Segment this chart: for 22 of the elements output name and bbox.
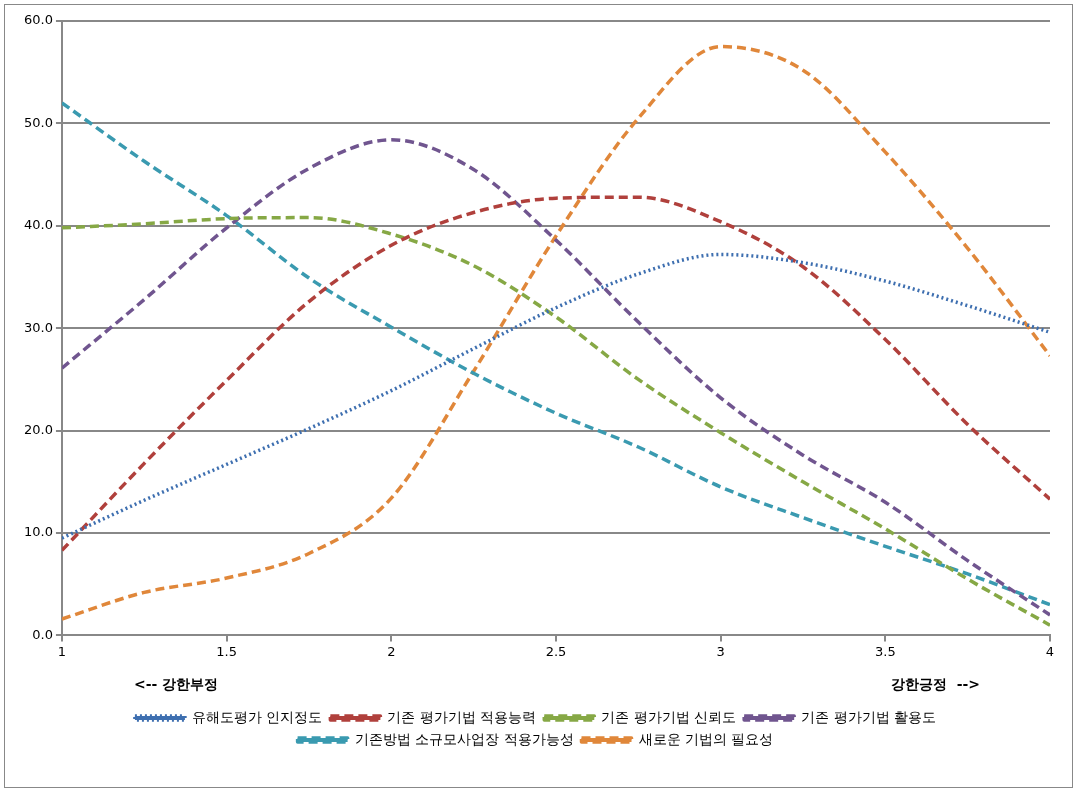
text: 강한긍정 --> [890, 676, 980, 693]
x-tick-label: 1.5 [216, 643, 237, 659]
legend-label: 기존 평가기법 신뢰도 [601, 708, 737, 725]
y-tick-label: 60.0 [23, 12, 53, 28]
y-tick-label: 0.0 [32, 626, 53, 642]
x-tick-label: 2.5 [545, 643, 567, 659]
legend-label: 새로운 기법의 필요성 [638, 730, 774, 747]
x-tick-label: 4 [1045, 643, 1055, 659]
y-tick-label: 40.0 [23, 217, 53, 233]
legend-label: 기존방법 소규모사업장 적용가능성 [354, 730, 574, 747]
y-tick-label: 30.0 [23, 319, 53, 335]
legend-label: 기존 평가기법 적용능력 [387, 708, 537, 725]
x-tick-label: 1 [57, 643, 67, 659]
legend-label: 유해도평가 인지정도 [191, 708, 323, 725]
y-tick-label: 10.0 [23, 524, 53, 540]
text: <-- 강한부정 [133, 676, 219, 693]
y-tick-label: 50.0 [23, 114, 53, 130]
x-tick-label: 3.5 [874, 643, 896, 659]
legend-label: 기존 평가기법 활용도 [801, 708, 937, 725]
y-tick-label: 20.0 [23, 421, 53, 437]
x-tick-label: 3 [716, 643, 725, 659]
x-tick-label: 2 [387, 643, 396, 659]
